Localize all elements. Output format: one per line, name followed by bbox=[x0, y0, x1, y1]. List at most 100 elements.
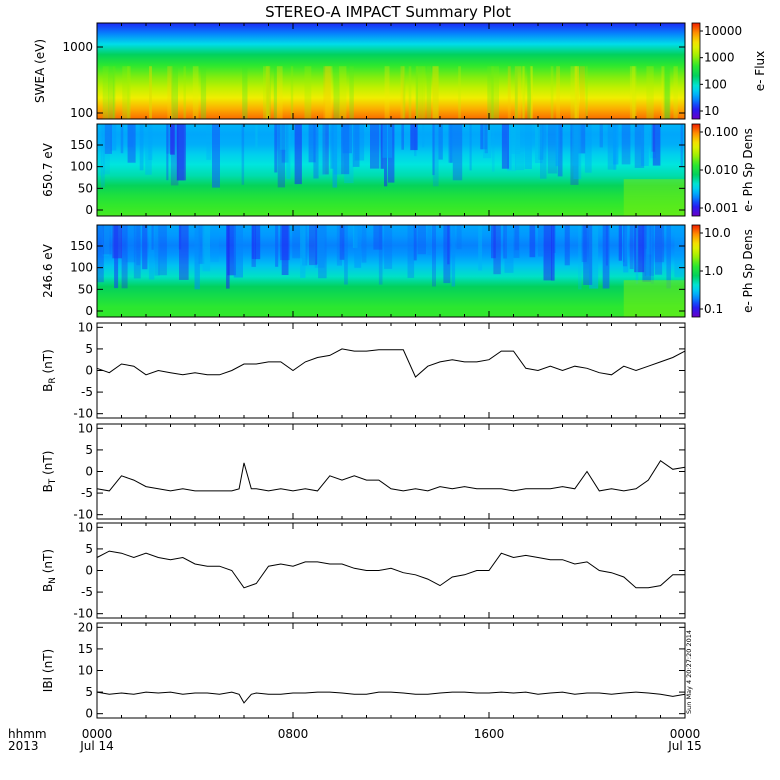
heatmap-streak bbox=[142, 225, 148, 270]
heatmap-streak bbox=[290, 66, 294, 119]
heatmap-streak bbox=[309, 225, 317, 266]
y-tick-label: -5 bbox=[81, 585, 93, 599]
heatmap-streak bbox=[540, 124, 547, 179]
heatmap-streak bbox=[108, 66, 115, 119]
heatmap-streak bbox=[198, 225, 205, 264]
colorbar-tick-label: 10.0 bbox=[704, 226, 731, 240]
heatmap-streak bbox=[333, 66, 340, 119]
heatmap-streak bbox=[171, 66, 178, 119]
panel-frame bbox=[96, 622, 686, 719]
heatmap-streak bbox=[458, 66, 461, 119]
heatmap-streak bbox=[580, 66, 585, 119]
heatmap-streak bbox=[255, 124, 258, 148]
heatmap-streak bbox=[314, 225, 325, 268]
heatmap-streak bbox=[456, 225, 462, 250]
heatmap-streak bbox=[373, 225, 383, 250]
heatmap-streak bbox=[336, 225, 342, 266]
heatmap-streak bbox=[166, 124, 169, 181]
heatmap-streak bbox=[643, 225, 647, 249]
heatmap-streak bbox=[514, 66, 518, 119]
heatmap-streak bbox=[607, 124, 617, 170]
y-tick-label: 50 bbox=[78, 282, 93, 296]
heatmap-streak bbox=[166, 124, 174, 154]
heatmap-streak bbox=[274, 124, 278, 173]
heatmap-streak bbox=[654, 225, 665, 263]
colorbar-label: e- Ph Sp Dens bbox=[741, 229, 755, 313]
heatmap-streak bbox=[646, 225, 650, 277]
heatmap-streak bbox=[226, 225, 230, 289]
x-tick-label: 0800 bbox=[278, 727, 309, 741]
colorbar-tick-label: 0.010 bbox=[704, 163, 738, 177]
heatmap-streak bbox=[483, 124, 492, 159]
series-line-bt bbox=[96, 459, 686, 492]
heatmap-streak bbox=[438, 124, 443, 160]
heatmap-streak bbox=[570, 124, 579, 185]
heatmap-streak bbox=[581, 225, 587, 262]
heatmap-streak bbox=[206, 124, 212, 160]
date-stamp: Sun May 4 20:27:20 2014 bbox=[685, 630, 693, 714]
colorbar-pad_246 bbox=[691, 224, 701, 318]
heatmap-streak bbox=[613, 124, 619, 165]
heatmap-streak bbox=[286, 124, 291, 180]
heatmap-streak bbox=[443, 225, 451, 284]
heatmap-streak bbox=[515, 124, 525, 171]
heatmap-streak bbox=[202, 225, 211, 272]
heatmap-streak bbox=[313, 124, 319, 179]
heatmap-streak bbox=[200, 66, 207, 119]
y-axis-label: IBI (nT) bbox=[41, 649, 55, 692]
heatmap-streak bbox=[110, 124, 117, 151]
y-tick-label: -10 bbox=[73, 407, 93, 421]
heatmap-streak bbox=[478, 225, 483, 271]
heatmap-streak bbox=[318, 225, 327, 279]
heatmap-streak bbox=[589, 225, 599, 289]
heatmap-streak bbox=[325, 66, 333, 119]
heatmap-streak bbox=[148, 225, 155, 280]
heatmap-streak bbox=[354, 225, 362, 268]
heatmap-streak bbox=[432, 66, 439, 119]
colorbar-swea bbox=[691, 22, 701, 120]
heatmap-streak bbox=[352, 124, 360, 167]
heatmap-streak bbox=[538, 225, 543, 257]
heatmap-streak bbox=[101, 225, 110, 257]
heatmap-streak bbox=[422, 124, 425, 148]
heatmap-streak bbox=[342, 124, 352, 154]
heatmap-streak bbox=[266, 66, 271, 119]
heatmap-streak bbox=[338, 66, 347, 119]
y-tick-label: 50 bbox=[78, 181, 93, 195]
y-tick-label: 5 bbox=[85, 542, 93, 556]
heatmap-swea bbox=[97, 23, 685, 119]
y-tick-label: 0 bbox=[85, 304, 93, 318]
heatmap-streak bbox=[344, 124, 354, 184]
heatmap-streak bbox=[330, 124, 334, 169]
heatmap-streak bbox=[352, 225, 358, 248]
heatmap-streak bbox=[641, 124, 649, 166]
heatmap-streak bbox=[432, 124, 435, 176]
heatmap-streak bbox=[646, 225, 653, 255]
heatmap-streak bbox=[273, 66, 277, 119]
heatmap-streak bbox=[503, 225, 507, 259]
y-tick-label: 5 bbox=[85, 342, 93, 356]
footer-hhmm-label: hhmm bbox=[8, 727, 47, 741]
footer-year-label: 2013 bbox=[8, 739, 39, 753]
heatmap-streak bbox=[265, 66, 270, 119]
heatmap-feature bbox=[623, 179, 685, 216]
heatmap-streak bbox=[263, 66, 269, 119]
heatmap-streak bbox=[97, 225, 104, 283]
heatmap-streak bbox=[491, 225, 496, 259]
heatmap-streak bbox=[127, 66, 131, 119]
x-tick-label: 0000 bbox=[670, 727, 701, 741]
heatmap-streak bbox=[158, 225, 167, 276]
panel-br: BR (nT) bbox=[41, 322, 686, 419]
y-tick-label: 0 bbox=[85, 707, 93, 721]
heatmap-streak bbox=[507, 124, 512, 170]
heatmap-streak bbox=[122, 66, 130, 119]
heatmap-streak bbox=[402, 66, 406, 119]
plot-title: STEREO-A IMPACT Summary Plot bbox=[265, 3, 511, 21]
heatmap-streak bbox=[578, 124, 586, 154]
heatmap-streak bbox=[315, 225, 318, 265]
y-tick-label: 0 bbox=[85, 564, 93, 578]
heatmap-streak bbox=[632, 66, 637, 119]
heatmap-streak bbox=[426, 66, 432, 119]
